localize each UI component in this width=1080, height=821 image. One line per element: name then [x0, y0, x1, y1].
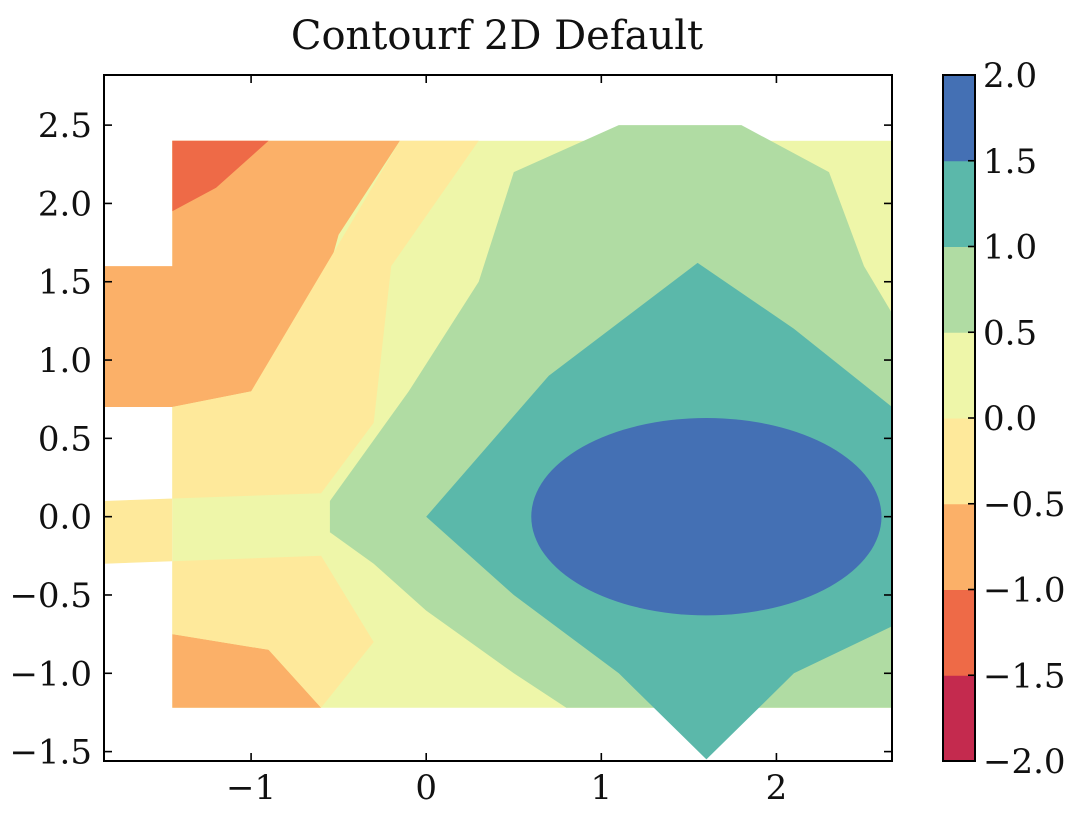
- contour-band-blue: [531, 417, 882, 616]
- y-tick-label: 2.5: [38, 106, 92, 146]
- plot-frame: [103, 74, 893, 762]
- y-tick-label: 0.0: [38, 498, 92, 538]
- colorbar-tick-label: 2.0: [983, 56, 1037, 96]
- colorbar-band: [943, 160, 975, 247]
- colorbar-tick-label: 1.5: [983, 142, 1037, 182]
- plot-area: [104, 125, 892, 760]
- x-tick-label: −1: [226, 768, 276, 808]
- y-tick-label: −1.0: [9, 654, 92, 694]
- colorbar-band: [943, 332, 975, 419]
- colorbar-tick-label: −1.5: [983, 656, 1066, 696]
- contour-band-red-corner: [172, 140, 269, 212]
- y-tick-label: 1.0: [38, 341, 92, 381]
- x-tick-label: 2: [766, 768, 788, 808]
- y-tick-label: 2.0: [38, 184, 92, 224]
- colorbar-tick-label: −1.0: [983, 571, 1066, 611]
- colorbar-tick-label: −2.0: [983, 742, 1066, 782]
- contour-band-yellow: [104, 140, 479, 708]
- colorbar-tick-label: −0.5: [983, 485, 1066, 525]
- colorbar-band: [943, 503, 975, 590]
- contour-band-orange-lower: [172, 634, 322, 708]
- colorbar-tick-label: 0.0: [983, 399, 1037, 439]
- colorbar-band: [943, 418, 975, 505]
- y-tick-label: 0.5: [38, 419, 92, 459]
- y-axis: −1.5 −1.0 −0.5 0.0 0.5 1.0 1.5 2.0 2.5: [9, 106, 892, 773]
- colorbar-tick-label: 1.0: [983, 228, 1037, 268]
- y-tick-label: −1.5: [9, 733, 92, 773]
- chart-title: Contourf 2D Default: [291, 13, 703, 59]
- colorbar-band: [943, 675, 975, 762]
- y-tick-label: −0.5: [9, 576, 92, 616]
- x-tick-label: 1: [590, 768, 612, 808]
- colorbar-band: [943, 75, 975, 162]
- colorbar-band: [943, 246, 975, 333]
- x-axis: −1 0 1 2: [226, 75, 787, 808]
- colorbar-tick-label: 0.5: [983, 313, 1037, 353]
- colorbar: −2.0 −1.5 −1.0 −0.5 0.0 0.5 1.0 1.5 2.0: [942, 56, 1066, 782]
- y-tick-label: 1.5: [38, 263, 92, 303]
- x-tick-label: 0: [415, 768, 437, 808]
- colorbar-band: [943, 589, 975, 676]
